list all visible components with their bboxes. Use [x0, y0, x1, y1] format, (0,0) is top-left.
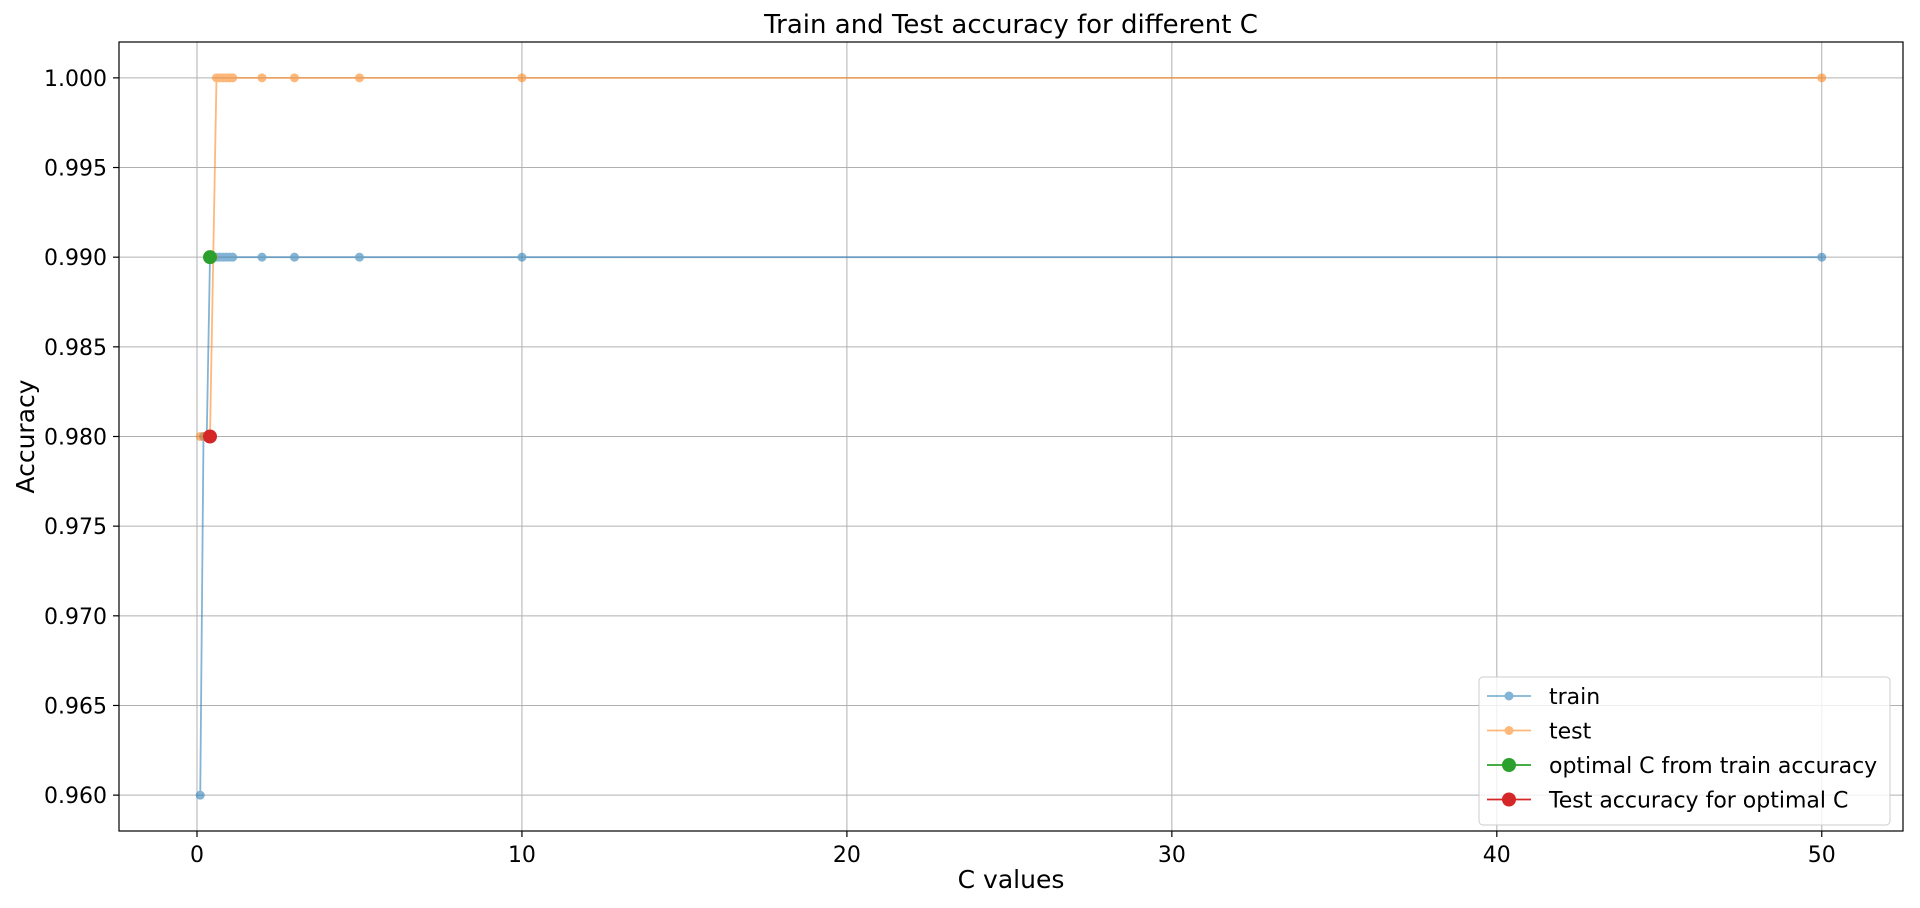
x-tick-label: 10	[508, 843, 536, 868]
y-axis-title: Accuracy	[11, 379, 40, 493]
legend-swatch	[1487, 758, 1531, 772]
y-tick-label: 0.960	[44, 784, 107, 809]
y-tick-label: 0.975	[44, 515, 107, 540]
data-point-test	[354, 73, 364, 83]
highlight-points	[202, 250, 217, 444]
legend-entry: test	[1487, 720, 1592, 745]
data-point-train	[517, 252, 527, 262]
highlight-point	[202, 429, 217, 444]
x-tick-label: 50	[1808, 843, 1836, 868]
chart-title: Train and Test accuracy for different C	[763, 10, 1258, 40]
x-axis-title: C values	[958, 865, 1065, 894]
y-tick-label: 0.990	[44, 246, 107, 271]
data-point-train	[1817, 252, 1827, 262]
data-point-train	[228, 252, 238, 262]
legend-entry: optimal C from train accuracy	[1487, 754, 1877, 779]
legend-entry: train	[1487, 685, 1600, 710]
data-point-test	[228, 73, 238, 83]
data-point-train	[354, 252, 364, 262]
x-tick-label: 20	[833, 843, 861, 868]
legend-label: Test accuracy for optimal C	[1548, 789, 1848, 814]
y-tick-label: 0.970	[44, 605, 107, 630]
y-tick-label: 0.965	[44, 694, 107, 719]
legend: train test optimal C from train accuracy Te…	[1478, 676, 1891, 826]
legend-entry: Test accuracy for optimal C	[1487, 789, 1848, 814]
y-tick-label: 0.985	[44, 336, 107, 361]
data-point-train	[257, 252, 267, 262]
legend-label: test	[1549, 720, 1592, 745]
legend-swatch	[1487, 792, 1531, 807]
legend-label: optimal C from train accuracy	[1549, 754, 1877, 779]
data-point-train	[289, 252, 299, 262]
y-tick-label: 0.995	[44, 157, 107, 182]
x-tick-label: 30	[1158, 843, 1186, 868]
data-point-test	[289, 73, 299, 83]
y-tick-label: 0.980	[44, 426, 107, 451]
legend-swatch	[1487, 726, 1531, 735]
highlight-point	[202, 250, 217, 265]
data-point-test	[257, 73, 267, 83]
data-point-train	[195, 790, 205, 800]
data-point-test	[517, 73, 527, 83]
y-tick-label: 1.000	[44, 67, 107, 92]
legend-box	[1478, 676, 1891, 826]
x-tick-label: 0	[190, 843, 204, 868]
data-point-test	[1817, 73, 1827, 83]
x-tick-label: 40	[1483, 843, 1511, 868]
legend-label: train	[1549, 685, 1600, 710]
axis-ticks: 0 10 20 30 40 50 0.960 0.965 0.970 0.975 0.980 0.98…	[44, 67, 1836, 868]
legend-swatch	[1487, 691, 1531, 701]
